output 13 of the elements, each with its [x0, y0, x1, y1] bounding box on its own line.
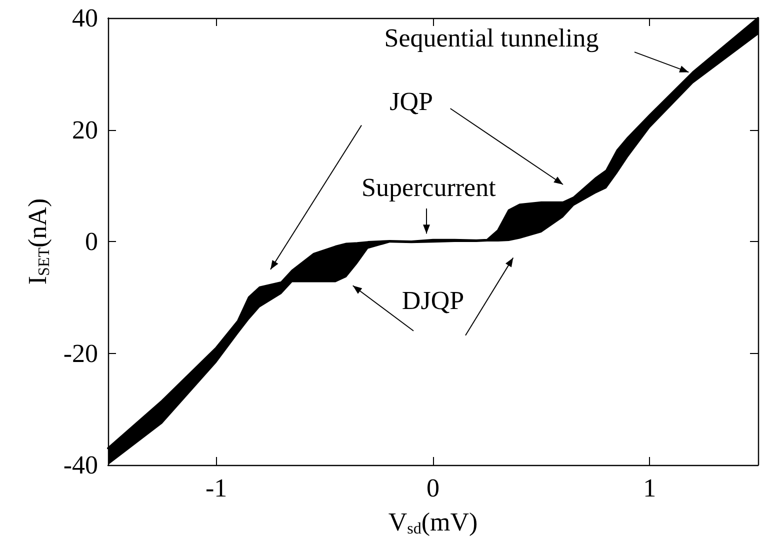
x-tick-label: 0 — [426, 474, 440, 502]
x-tick-label: -1 — [205, 474, 228, 502]
annotation: Sequential tunneling — [384, 24, 599, 53]
y-axis-title: ISET(nA) — [22, 198, 53, 285]
y-tick-label: 40 — [72, 4, 98, 32]
annotation: Supercurrent — [362, 172, 497, 202]
y-tick-label: -20 — [63, 338, 98, 368]
x-tick-label: 1 — [643, 474, 656, 502]
annotation: JQP — [390, 86, 434, 116]
y-tick-label: 0 — [85, 227, 98, 256]
y-tick-label: -40 — [63, 450, 98, 480]
y-tick-label: 20 — [72, 115, 98, 144]
annotation: DJQP — [402, 286, 464, 316]
